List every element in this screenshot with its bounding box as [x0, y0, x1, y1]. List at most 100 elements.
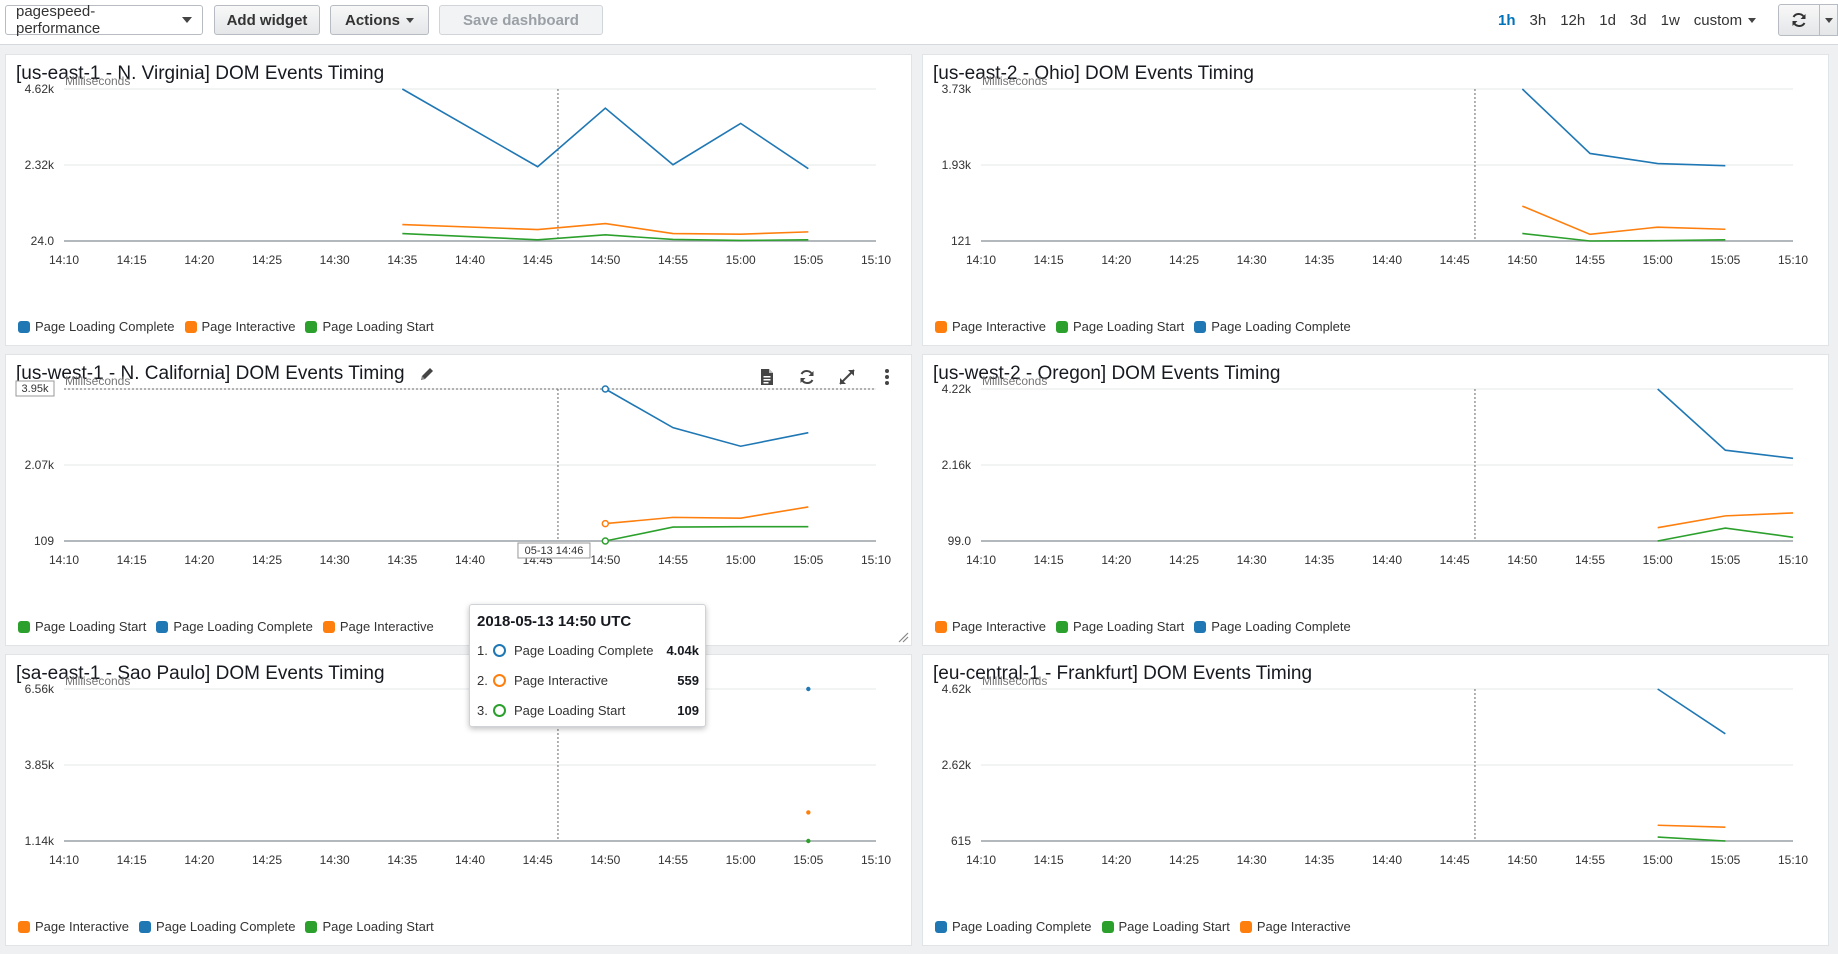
range-3h[interactable]: 3h [1529, 11, 1547, 29]
legend-item-complete[interactable]: Page Loading Complete [1194, 619, 1351, 634]
legend-item-complete[interactable]: Page Loading Complete [138, 919, 295, 934]
y-unit-label: Milliseconds [65, 74, 130, 88]
legend-swatch-icon [305, 320, 318, 333]
x-tick-label: 14:55 [1575, 853, 1605, 867]
y-tick-label: 4.62k [942, 682, 972, 696]
legend-swatch-icon [935, 320, 947, 333]
widget-title: [us-east-2 - Ohio] DOM Events Timing [933, 63, 1254, 84]
x-tick-label: 15:00 [1643, 553, 1673, 567]
x-tick-label: 14:30 [320, 853, 350, 867]
x-tick-label: 14:20 [184, 553, 214, 567]
y-unit-label: Milliseconds [65, 674, 130, 688]
x-tick-label: 14:35 [387, 853, 417, 867]
y-tick-label: 1.14k [25, 834, 55, 848]
dashboard-selector[interactable]: pagespeed-performance [5, 3, 203, 37]
legend-item-interactive[interactable]: Page Interactive [184, 319, 296, 334]
edit-pencil-icon[interactable] [419, 366, 435, 382]
series-line-interactive [402, 222, 809, 235]
y-tick-label: 99.0 [948, 534, 972, 548]
x-tick-label: 14:55 [1575, 553, 1605, 567]
save-dashboard-button[interactable]: Save dashboard [439, 5, 603, 35]
chevron-down-icon [182, 17, 192, 23]
data-point-start [806, 838, 811, 844]
legend-item-start[interactable]: Page Loading Start [1055, 619, 1184, 634]
x-tick-label: 15:10 [1778, 853, 1808, 867]
legend-label: Page Interactive [201, 319, 296, 334]
refresh-button[interactable] [1779, 5, 1820, 35]
widget-sa-east-1[interactable]: [sa-east-1 - Sao Paulo] DOM Events Timin… [5, 654, 912, 946]
y-tick-label: 2.32k [25, 158, 55, 172]
y-tick-label: 2.16k [942, 458, 972, 472]
legend-item-interactive[interactable]: Page Interactive [1239, 919, 1351, 934]
refresh-options-button[interactable] [1820, 5, 1837, 35]
range-1h[interactable]: 1h [1498, 11, 1516, 29]
legend-item-start[interactable]: Page Loading Start [1055, 319, 1184, 334]
hover-time-box [517, 542, 591, 559]
legend-item-interactive[interactable]: Page Interactive [18, 919, 129, 934]
range-1w[interactable]: 1w [1660, 11, 1680, 29]
expand-icon[interactable] [837, 367, 857, 387]
range-12h[interactable]: 12h [1560, 11, 1586, 29]
series-line-start [1657, 836, 1726, 842]
actions-button[interactable]: Actions [330, 5, 429, 35]
widget-chart[interactable]: 4.62k 2.62k 615 Milliseconds 14:10 14:15 14:20… [923, 655, 1830, 915]
range-1d[interactable]: 1d [1599, 11, 1616, 29]
x-tick-label: 14:20 [1101, 553, 1131, 567]
series-circle-icon [493, 704, 506, 717]
legend-item-complete[interactable]: Page Loading Complete [935, 919, 1092, 934]
tooltip-row-label: Page Interactive [514, 673, 608, 688]
tooltip-row: 1. Page Loading Complete 4.04k [477, 643, 699, 658]
add-widget-button[interactable]: Add widget [214, 5, 320, 35]
widget-title: [us-west-2 - Oregon] DOM Events Timing [933, 363, 1281, 384]
x-tick-label: 14:40 [1372, 253, 1402, 267]
view-source-icon[interactable] [757, 367, 777, 387]
x-tick-label: 14:30 [1237, 553, 1267, 567]
x-tick-label: 14:45 [523, 853, 553, 867]
series-line-interactive [1657, 512, 1794, 529]
legend-label: Page Interactive [952, 619, 1046, 634]
legend-item-interactive[interactable]: Page Interactive [935, 319, 1046, 334]
chevron-down-icon [1824, 17, 1833, 23]
x-tick-label: 14:35 [1304, 253, 1334, 267]
refresh-widget-icon[interactable] [797, 367, 817, 387]
chevron-down-icon [1748, 17, 1757, 23]
x-tick-label: 14:40 [1372, 553, 1402, 567]
more-options-icon[interactable] [877, 367, 897, 387]
widget-us-east-2[interactable]: [us-east-2 - Ohio] DOM Events Timing 3.7… [922, 54, 1829, 346]
widget-eu-central-1[interactable]: [eu-central-1 - Frankfurt] DOM Events Ti… [922, 654, 1829, 946]
legend-item-interactive[interactable]: Page Interactive [322, 619, 434, 634]
widget-us-west-1[interactable]: [us-west-1 - N. California] DOM Events T… [5, 354, 912, 646]
legend-label: Page Loading Start [322, 919, 434, 934]
legend-item-complete[interactable]: Page Loading Complete [156, 619, 313, 634]
widget-tools [757, 367, 897, 387]
legend-label: Page Loading Complete [173, 619, 313, 634]
legend-item-start[interactable]: Page Loading Start [305, 919, 434, 934]
widget-us-east-1[interactable]: [us-east-1 - N. Virginia] DOM Events Tim… [5, 54, 912, 346]
legend-item-start[interactable]: Page Loading Start [18, 619, 146, 634]
legend-item-complete[interactable]: Page Loading Complete [18, 319, 175, 334]
widget-chart[interactable]: 4.62k 2.32k 24.0 Milliseconds 14:10 14:15 14:2… [6, 55, 913, 315]
widget-us-west-2[interactable]: [us-west-2 - Oregon] DOM Events Timing 4… [922, 354, 1829, 646]
x-tick-label: 14:25 [252, 853, 282, 867]
x-tick-label: 14:35 [387, 253, 417, 267]
legend-item-interactive[interactable]: Page Interactive [935, 619, 1046, 634]
widget-chart[interactable]: 3.73k 1.93k 121 Milliseconds 14:10 14:15 14:20… [923, 55, 1830, 315]
widget-chart[interactable]: 4.22k 2.16k 99.0 Milliseconds 14:10 14:15 14:2… [923, 355, 1830, 615]
legend-item-start[interactable]: Page Loading Start [1101, 919, 1230, 934]
legend-label: Page Interactive [35, 919, 129, 934]
x-tick-label: 14:15 [1034, 553, 1064, 567]
resize-handle-icon[interactable] [897, 631, 909, 643]
x-tick-label: 14:10 [966, 553, 996, 567]
widget-chart[interactable]: 4.04k2.07k109Milliseconds14:1014:1514:20… [6, 355, 913, 615]
range-custom[interactable]: custom [1694, 12, 1757, 29]
legend-item-complete[interactable]: Page Loading Complete [1194, 319, 1351, 334]
widget-legend: Page Interactive Page Loading Start Page L… [935, 619, 1361, 634]
legend-label: Page Loading Complete [952, 919, 1092, 934]
range-3d[interactable]: 3d [1629, 11, 1647, 29]
legend-label: Page Loading Start [35, 619, 147, 634]
x-tick-label: 14:55 [658, 253, 688, 267]
legend-label: Page Interactive [1256, 919, 1351, 934]
legend-swatch-icon [1055, 620, 1068, 633]
widget-chart[interactable]: 6.56k 3.85k 1.14k Milliseconds 14:10 14:15 14:… [6, 655, 913, 915]
legend-item-start[interactable]: Page Loading Start [305, 319, 434, 334]
